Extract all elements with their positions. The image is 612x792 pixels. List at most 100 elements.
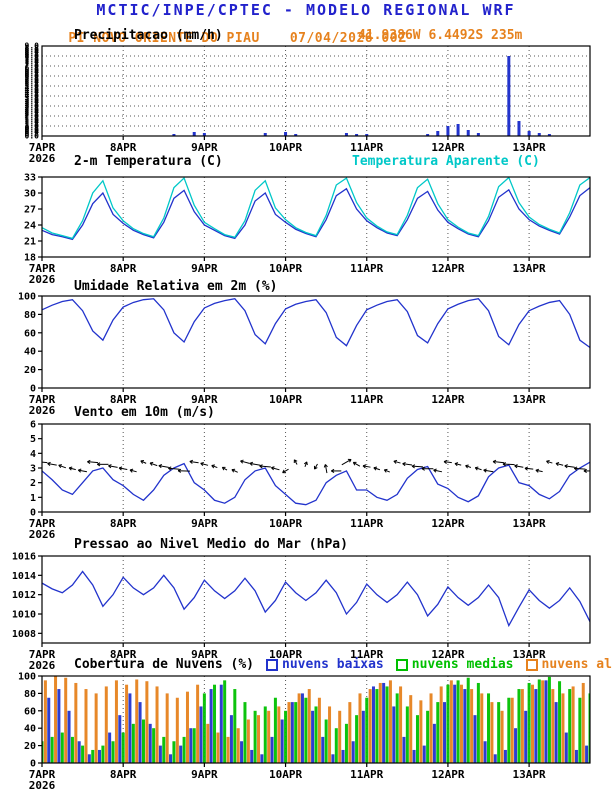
svg-text:0.0: 0.0 [25,132,40,141]
precip-bar [436,131,440,136]
wind-barb-icon [546,460,553,464]
wind-barb-icon [47,463,57,466]
svg-text:11APR: 11APR [350,393,383,406]
svg-text:7APR: 7APR [29,141,56,154]
svg-text:0.6: 0.6 [25,126,40,135]
wind-barb-icon [189,461,199,464]
cloud-bar [487,693,491,763]
cloud-bar [592,680,595,763]
cloud-bar [233,689,237,763]
wind-barb-icon [78,469,88,473]
cloud-bar [189,728,193,763]
cloud-cover-title: Cobertura de Nuvens (%) [74,657,255,672]
cloud-bar [351,741,355,763]
cloud-bar [571,686,575,763]
cloud-bar [426,710,430,763]
precip-bar [192,132,196,136]
svg-text:27: 27 [24,205,36,216]
wind-barb-icon [211,465,218,469]
svg-text:1016: 1016 [12,552,36,563]
svg-text:0: 0 [30,508,36,519]
svg-text:2026: 2026 [29,152,56,165]
cloud-bar [229,715,233,763]
cloud-bar [449,680,453,763]
svg-text:7.0: 7.0 [25,62,40,71]
svg-text:60: 60 [24,328,36,339]
svg-text:9APR: 9APR [191,768,218,781]
wind-10m-series [42,458,590,506]
cloud-bar [206,723,210,763]
wind-barb-icon [535,469,543,473]
svg-text:10APR: 10APR [269,393,302,406]
cloud-bar [182,736,186,763]
svg-text:4.0: 4.0 [25,92,40,101]
cloud-bar [111,741,115,763]
cloud-bar [158,745,162,763]
svg-text:2: 2 [30,478,36,489]
cloud-bar [64,677,68,763]
cloud-bar [125,684,129,763]
wind-barb-icon [341,459,352,466]
svg-text:100: 100 [18,292,36,303]
precip-bar [527,131,531,136]
cloud-bar [138,702,142,763]
plot-frame [41,45,591,137]
cloud-bar [443,702,447,763]
svg-text:60: 60 [24,706,36,717]
cloud-bar [280,719,284,763]
svg-text:9APR: 9APR [191,393,218,406]
svg-text:40: 40 [24,724,36,735]
cloud-bar [199,706,203,763]
svg-text:12APR: 12APR [431,648,464,661]
cloud-bar [131,723,135,763]
page-title: MCTIC/INPE/CPTEC - MODELO REGIONAL WRF [96,1,516,19]
svg-text:1010: 1010 [12,610,36,621]
humidity-title: Umidade Relativa em 2m (%) [74,279,278,294]
cloud-bar [324,719,328,763]
series-line [42,187,590,241]
legend-item-high-clouds: nuvens altas [525,657,612,672]
svg-text:5.0: 5.0 [25,82,40,91]
svg-text:1.0: 1.0 [25,122,40,131]
cloud-bar [510,697,514,763]
svg-text:6: 6 [30,420,36,431]
cloud-bar [185,691,189,763]
svg-text:10APR: 10APR [269,648,302,661]
svg-text:12APR: 12APR [431,768,464,781]
cloud-bar [101,745,105,763]
cloud-bar [432,723,436,763]
cloud-bar [558,681,562,763]
svg-text:0: 0 [30,759,36,770]
wind-barb-icon [384,469,390,473]
svg-text:20: 20 [24,741,36,752]
svg-text:4.8: 4.8 [25,84,40,93]
cloud-bar [402,736,406,763]
precipitation-series [172,56,551,136]
cloud-bar [581,682,585,763]
wind-barb-icon [87,461,99,464]
cloud-bar [503,749,507,763]
wind-barb-icon [483,469,494,473]
svg-text:9.0: 9.0 [25,42,40,51]
svg-text:8APR: 8APR [110,517,137,530]
cloud-bar [564,732,568,763]
cloud-bar [172,741,176,763]
cloud-bar [246,719,250,763]
cloud-bar [588,693,590,763]
wind-barb-icon [324,464,328,474]
svg-text:7APR: 7APR [29,517,56,530]
cloud-bar [47,697,51,763]
cloud-bar [91,749,95,763]
cloud-bar [517,689,521,763]
wind-barb-icon [502,463,515,466]
cloud-bar [388,680,392,763]
svg-text:7.2: 7.2 [25,60,40,69]
wind-barb-icon [58,464,67,469]
svg-text:2.6: 2.6 [25,106,40,115]
cloud-bar [395,693,399,763]
cloud-bar [250,749,254,763]
cloud-bar [145,681,149,763]
cloud-bar [223,680,227,763]
svg-text:1.6: 1.6 [25,116,40,125]
